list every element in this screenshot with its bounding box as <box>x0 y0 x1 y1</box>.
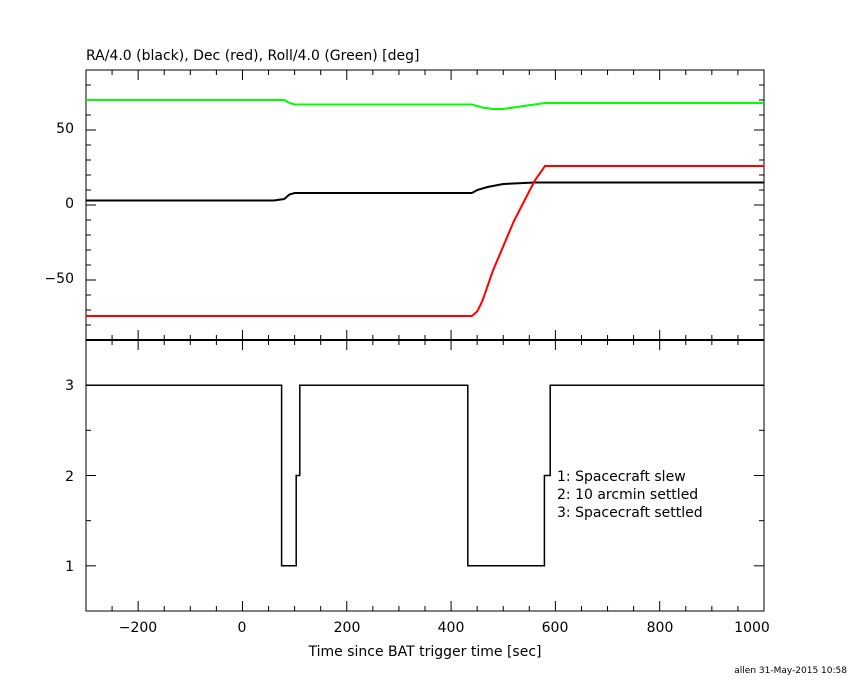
top-panel-frame <box>85 69 765 341</box>
top-y-tick-label-minus50: −50 <box>44 271 74 287</box>
top-y-tick-label-50: 50 <box>56 121 74 137</box>
x-tick-label-600: 600 <box>542 620 569 636</box>
x-tick-label-minus200: −200 <box>119 620 157 636</box>
bottom-y-tick-label-1: 1 <box>65 559 74 575</box>
top-panel <box>85 69 765 341</box>
legend-annotation-10arcmin: 2: 10 arcmin settled <box>557 487 698 503</box>
bottom-y-tick-label-3: 3 <box>65 378 74 394</box>
top-series-line-2 <box>86 99 764 110</box>
top-y-tick-label-0: 0 <box>65 196 74 212</box>
top-series-line-1 <box>86 165 764 317</box>
legend-annotation-settled: 3: Spacecraft settled <box>557 505 703 521</box>
legend-annotation-slew: 1: Spacecraft slew <box>557 469 686 485</box>
x-tick-label-1000: 1000 <box>734 620 770 636</box>
bottom-y-tick-label-2: 2 <box>65 469 74 485</box>
x-tick-label-200: 200 <box>334 620 361 636</box>
top-series-line-0 <box>86 181 764 202</box>
x-tick-label-400: 400 <box>438 620 465 636</box>
footer-credit: allen 31-May-2015 10:58 <box>734 666 847 676</box>
x-tick-label-0: 0 <box>238 620 247 636</box>
chart-title: RA/4.0 (black), Dec (red), Roll/4.0 (Gre… <box>86 48 419 64</box>
x-tick-label-800: 800 <box>647 620 674 636</box>
bottom-series-line-0 <box>86 384 764 567</box>
x-axis-label: Time since BAT trigger time [sec] <box>308 644 542 660</box>
